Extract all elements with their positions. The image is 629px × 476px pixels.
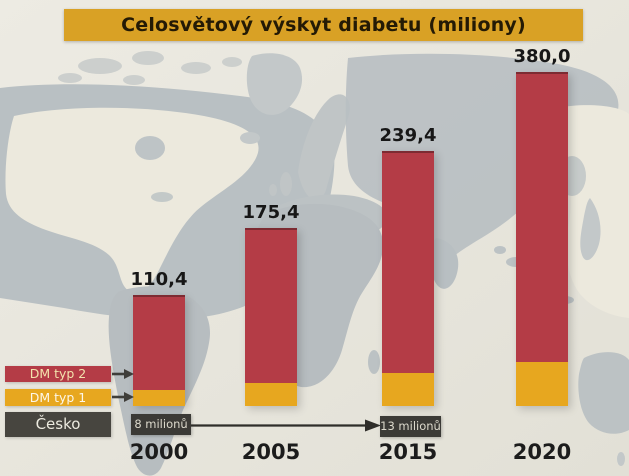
arrow-right-icon — [112, 369, 134, 379]
map-britain — [280, 172, 292, 196]
map-madagascar — [368, 350, 380, 374]
bar-segment-dm-typ-1 — [133, 390, 185, 406]
map-greenland — [246, 53, 303, 115]
legend-item-cesko: Česko — [5, 412, 111, 437]
legend-label: Česko — [35, 415, 81, 433]
legend-item-dm-typ-2: DM typ 2 — [5, 366, 111, 382]
bar-value-label: 175,4 — [242, 202, 300, 223]
arrow-right-icon — [112, 392, 134, 402]
bar-value-label: 239,4 — [379, 125, 437, 146]
bar-value-label: 110,4 — [130, 269, 188, 290]
bar-group-2020: 380,0 2020 — [512, 0, 572, 476]
stacked-bar — [516, 72, 568, 406]
annotation-czech-2000: 8 milionů — [131, 414, 191, 435]
x-axis-label: 2015 — [378, 440, 438, 464]
map-iceland — [240, 132, 260, 144]
legend-label: DM typ 2 — [29, 366, 87, 381]
map-arctic-islands — [58, 51, 242, 85]
map-new-zealand — [617, 452, 625, 466]
bar-segment-dm-typ-1 — [245, 383, 297, 406]
bar-segment-dm-typ-2 — [133, 295, 185, 390]
stacked-bar — [133, 295, 185, 406]
annotation-czech-2015: 13 milionů — [380, 416, 441, 437]
legend-item-dm-typ-1: DM typ 1 — [5, 389, 111, 406]
map-ireland — [269, 184, 277, 196]
map-hudson-bay — [135, 136, 165, 160]
annotation-label: 13 milionů — [380, 419, 441, 433]
bar-group-2005: 175,4 2005 — [241, 0, 301, 476]
page-title: Celosvětový výskyt diabetu (miliony) — [121, 14, 526, 36]
bar-segment-dm-typ-1 — [382, 373, 434, 406]
bar-segment-dm-typ-2 — [382, 151, 434, 373]
map-japan — [580, 198, 601, 261]
map-india — [429, 238, 459, 289]
bar-group-2015: 239,4 2015 — [378, 0, 438, 476]
map-australia — [578, 352, 629, 434]
arrow-right-icon — [191, 419, 381, 432]
legend-label: DM typ 1 — [29, 390, 87, 405]
title-bar: Celosvětový výskyt diabetu (miliony) — [64, 9, 583, 41]
map-great-lakes — [151, 192, 173, 202]
map-scandinavia — [298, 94, 350, 201]
bar-group-2000: 110,4 2000 — [129, 0, 189, 476]
stacked-bar — [382, 151, 434, 406]
x-axis-label: 2000 — [129, 440, 189, 464]
x-axis-label: 2020 — [512, 440, 572, 464]
map-north-america — [5, 107, 259, 293]
stacked-bar — [245, 228, 297, 406]
x-axis-label: 2005 — [241, 440, 301, 464]
bar-segment-dm-typ-2 — [245, 228, 297, 383]
bar-segment-dm-typ-1 — [516, 362, 568, 406]
bar-value-label: 380,0 — [513, 46, 571, 67]
bar-segment-dm-typ-2 — [516, 72, 568, 362]
annotation-label: 8 milionů — [134, 417, 188, 431]
